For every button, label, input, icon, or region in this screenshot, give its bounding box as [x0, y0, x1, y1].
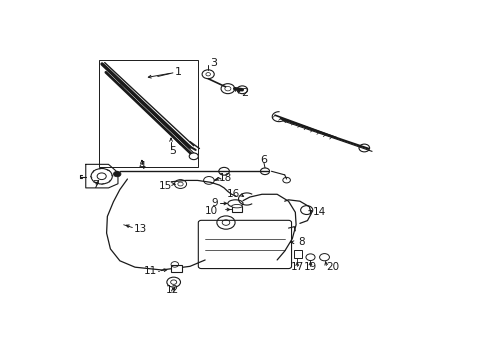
Text: 9: 9 — [211, 198, 217, 208]
Bar — [171, 265, 182, 272]
Bar — [231, 206, 242, 212]
Polygon shape — [85, 164, 118, 188]
Text: 12: 12 — [166, 285, 179, 296]
Text: 11: 11 — [143, 266, 156, 276]
Ellipse shape — [231, 204, 242, 208]
Circle shape — [205, 73, 210, 76]
FancyBboxPatch shape — [198, 220, 291, 269]
Text: 20: 20 — [326, 262, 339, 272]
Bar — [294, 250, 301, 258]
Text: 1: 1 — [174, 67, 181, 77]
Text: 5: 5 — [169, 146, 176, 156]
Text: 7: 7 — [92, 180, 100, 190]
Text: 16: 16 — [226, 189, 240, 199]
Text: 17: 17 — [290, 262, 303, 272]
Text: 13: 13 — [134, 225, 147, 234]
Text: 2: 2 — [240, 87, 247, 98]
Text: 15: 15 — [158, 181, 171, 191]
Text: 10: 10 — [204, 206, 217, 216]
Ellipse shape — [227, 200, 243, 207]
Bar — [99, 60, 197, 167]
Text: 8: 8 — [297, 237, 304, 247]
Text: 3: 3 — [210, 58, 217, 68]
Text: 4: 4 — [138, 161, 145, 171]
Circle shape — [113, 171, 121, 177]
Circle shape — [224, 86, 230, 91]
Text: 6: 6 — [260, 155, 267, 165]
Text: 14: 14 — [312, 207, 325, 217]
Text: 18: 18 — [218, 173, 231, 183]
Text: 19: 19 — [303, 262, 316, 272]
Ellipse shape — [227, 200, 243, 207]
Circle shape — [189, 153, 198, 159]
